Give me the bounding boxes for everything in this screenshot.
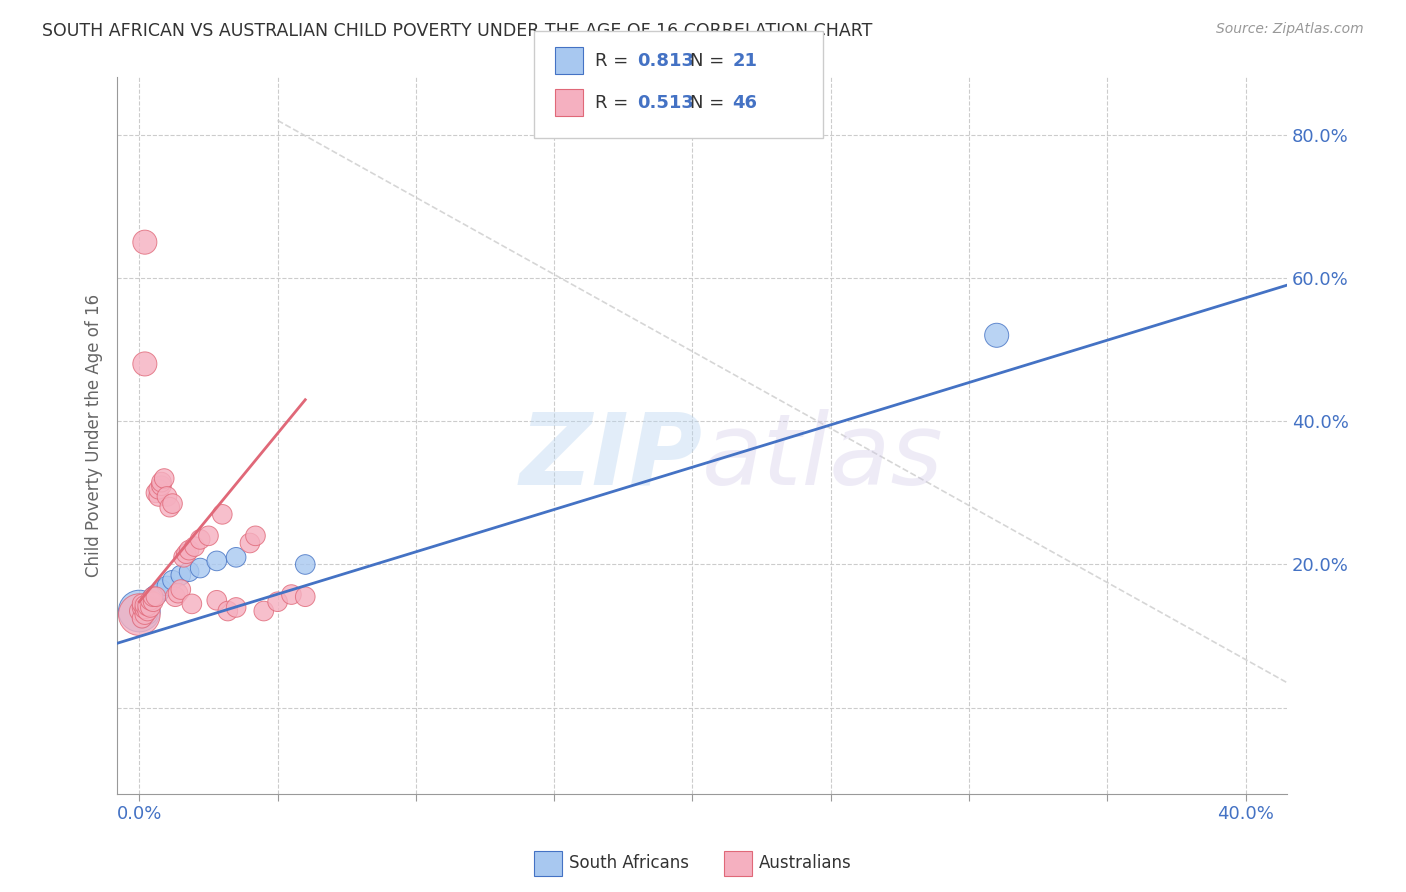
Point <box>173 550 195 565</box>
Text: Australians: Australians <box>759 855 852 872</box>
Text: 21: 21 <box>733 52 758 70</box>
Point <box>134 604 156 618</box>
Point <box>211 508 233 522</box>
Point <box>205 593 228 607</box>
Text: R =: R = <box>595 52 634 70</box>
Point <box>145 486 167 500</box>
Point <box>148 586 170 600</box>
Point <box>205 554 228 568</box>
Point <box>134 600 156 615</box>
Point <box>145 590 167 604</box>
Point <box>128 604 150 618</box>
Text: 0.813: 0.813 <box>637 52 695 70</box>
Point <box>139 593 162 607</box>
Text: Source: ZipAtlas.com: Source: ZipAtlas.com <box>1216 22 1364 37</box>
Point <box>217 604 239 618</box>
Point <box>245 529 267 543</box>
Text: N =: N = <box>690 94 730 112</box>
Point <box>156 579 179 593</box>
Point <box>131 597 153 611</box>
Point <box>225 600 247 615</box>
Point <box>136 604 159 618</box>
Point <box>197 529 219 543</box>
Text: N =: N = <box>690 52 730 70</box>
Point <box>139 600 162 615</box>
Point <box>165 590 187 604</box>
Point <box>145 588 167 602</box>
Point <box>162 497 184 511</box>
Point <box>177 565 200 579</box>
Point <box>266 595 288 609</box>
Point <box>239 536 262 550</box>
Text: South Africans: South Africans <box>569 855 689 872</box>
Point <box>134 607 156 622</box>
Point <box>159 500 181 515</box>
Point <box>148 483 170 497</box>
Point <box>150 475 173 489</box>
Point <box>986 328 1008 343</box>
Text: ZIP: ZIP <box>519 409 702 506</box>
Point <box>170 568 193 582</box>
Text: 46: 46 <box>733 94 758 112</box>
Point <box>188 561 211 575</box>
Point <box>148 490 170 504</box>
Point <box>139 593 162 607</box>
Point <box>153 471 176 485</box>
Point <box>136 599 159 613</box>
Point <box>177 543 200 558</box>
Point <box>280 588 302 602</box>
Point <box>142 590 165 604</box>
Point <box>176 547 198 561</box>
Point <box>225 550 247 565</box>
Text: R =: R = <box>595 94 634 112</box>
Point <box>167 586 190 600</box>
Point <box>156 490 179 504</box>
Point <box>131 600 153 615</box>
Point <box>128 607 150 622</box>
Point <box>183 540 205 554</box>
Point <box>294 590 316 604</box>
Text: 0.513: 0.513 <box>637 94 693 112</box>
Text: SOUTH AFRICAN VS AUSTRALIAN CHILD POVERTY UNDER THE AGE OF 16 CORRELATION CHART: SOUTH AFRICAN VS AUSTRALIAN CHILD POVERT… <box>42 22 873 40</box>
Point <box>134 235 156 249</box>
Point <box>253 604 276 618</box>
Point <box>131 611 153 625</box>
Point <box>131 611 153 625</box>
Point <box>188 533 211 547</box>
Point <box>134 599 156 613</box>
Point <box>142 590 165 604</box>
Y-axis label: Child Poverty Under the Age of 16: Child Poverty Under the Age of 16 <box>86 294 103 577</box>
Point <box>180 597 202 611</box>
Text: atlas: atlas <box>702 409 943 506</box>
Point <box>294 558 316 572</box>
Point <box>134 602 156 616</box>
Point <box>170 582 193 597</box>
Point <box>136 597 159 611</box>
Point <box>150 582 173 597</box>
Point <box>131 607 153 622</box>
Point <box>134 357 156 371</box>
Point <box>128 604 150 618</box>
Point <box>162 573 184 587</box>
Point <box>150 478 173 492</box>
Point <box>142 595 165 609</box>
Point <box>136 607 159 622</box>
